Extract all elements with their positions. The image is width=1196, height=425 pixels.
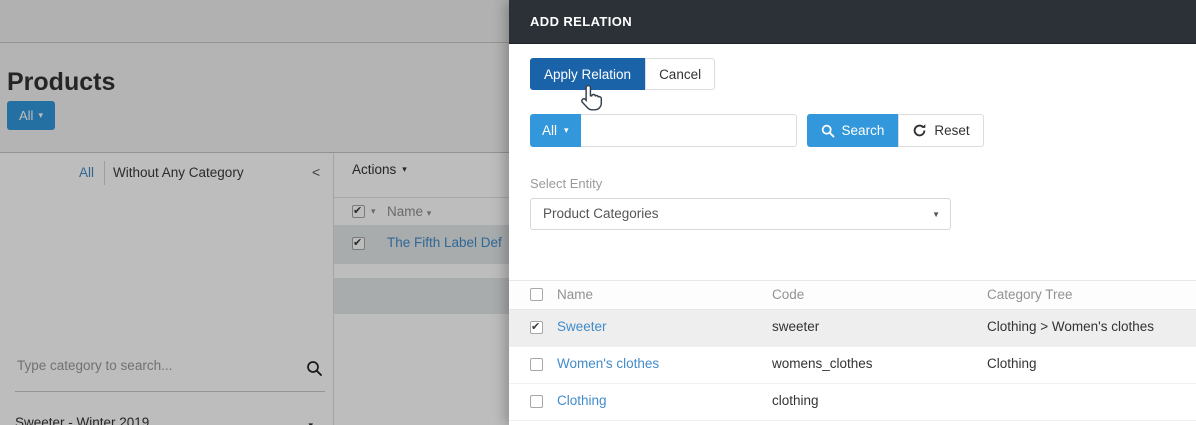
modal-action-buttons: Apply Relation Cancel <box>530 58 716 90</box>
modal-title: ADD RELATION <box>530 14 633 29</box>
reset-button[interactable]: Reset <box>898 114 984 147</box>
category-tree-value: Clothing > Women's clothes <box>987 319 1155 334</box>
category-code: sweeter <box>772 319 820 334</box>
select-all-checkbox[interactable] <box>530 288 543 301</box>
actions-label: Actions <box>352 162 397 177</box>
modal-scope-label: All <box>542 123 558 138</box>
list-row-highlight <box>334 278 509 314</box>
row-checkbox[interactable] <box>352 236 365 250</box>
selected-category-value: Sweeter - Winter 2019 <box>15 415 150 425</box>
cancel-button[interactable]: Cancel <box>645 58 716 90</box>
table-row: Sweeter sweeter Clothing > Women's cloth… <box>509 310 1196 347</box>
column-header-category-tree: Category Tree <box>987 287 1073 302</box>
chevron-down-icon: ▾ <box>38 110 43 120</box>
collapse-panel-icon[interactable]: < <box>312 164 321 180</box>
category-tree-value: Clothing <box>987 356 1037 371</box>
category-tree-select[interactable]: Sweeter - Winter 2019 ▾ <box>15 405 325 425</box>
row-checkbox[interactable] <box>530 320 543 334</box>
row-checkbox[interactable] <box>530 358 543 371</box>
category-name-link[interactable]: Clothing <box>557 393 607 408</box>
search-icon <box>306 360 323 377</box>
sort-caret-icon: ▾ <box>426 208 432 218</box>
modal-header: ADD RELATION <box>509 0 1196 44</box>
products-content-panel: All Without Any Category < Sweeter - Win… <box>0 152 509 425</box>
tab-all-categories[interactable]: All <box>79 165 95 180</box>
search-icon <box>821 124 835 138</box>
actions-dropdown-button[interactable]: Actions ▾ <box>352 156 407 183</box>
category-code: womens_clothes <box>772 356 873 371</box>
panel-divider <box>333 153 334 425</box>
add-relation-modal: ADD RELATION Apply Relation Cancel All ▾ <box>509 0 1196 425</box>
category-search-field <box>15 351 325 392</box>
chevron-down-icon: ▾ <box>564 125 569 135</box>
relation-table-header: Name Code Category Tree <box>509 280 1196 310</box>
product-name-link[interactable]: The Fifth Label Def <box>387 235 502 250</box>
search-button-label: Search <box>841 123 885 138</box>
reset-button-label: Reset <box>934 123 970 138</box>
row-checkbox[interactable] <box>530 395 543 408</box>
select-all-checkbox[interactable] <box>352 204 365 218</box>
modal-search-input[interactable] <box>580 114 797 147</box>
page-title: Products <box>7 67 116 96</box>
relation-table: Name Code Category Tree Sweeter sweeter … <box>509 280 1196 421</box>
column-header-name[interactable]: Name ▾ <box>387 204 431 219</box>
chevron-down-icon[interactable]: ▾ <box>371 206 376 216</box>
chevron-down-icon: ▾ <box>308 420 313 425</box>
modal-scope-dropdown-button[interactable]: All ▾ <box>530 114 581 147</box>
column-header-name: Name <box>557 287 594 302</box>
page-scope-dropdown-button[interactable]: All ▾ <box>7 101 55 130</box>
tab-separator <box>104 161 105 185</box>
select-caret-icon: ▼ <box>932 210 940 219</box>
apply-relation-button[interactable]: Apply Relation <box>530 58 646 90</box>
table-row: Women's clothes womens_clothes Clothing <box>509 347 1196 384</box>
entity-select-value: Product Categories <box>543 206 659 221</box>
page-scope-label: All <box>19 108 34 123</box>
select-entity-label: Select Entity <box>530 176 603 191</box>
table-row: Clothing clothing <box>509 384 1196 421</box>
search-button[interactable]: Search <box>806 114 899 147</box>
entity-select[interactable]: Product Categories ▼ <box>530 198 951 230</box>
modal-search-bar: All ▾ Search <box>530 114 984 147</box>
category-name-link[interactable]: Sweeter <box>557 319 607 334</box>
column-header-code: Code <box>772 287 805 302</box>
refresh-icon <box>912 123 927 138</box>
product-row: The Fifth Label Def <box>334 225 509 264</box>
tab-without-any-category[interactable]: Without Any Category <box>113 165 244 180</box>
category-code: clothing <box>772 393 819 408</box>
column-header-name-label: Name <box>387 204 424 219</box>
category-name-link[interactable]: Women's clothes <box>557 356 660 371</box>
category-search-input[interactable] <box>15 357 299 374</box>
chevron-down-icon: ▾ <box>402 164 407 174</box>
